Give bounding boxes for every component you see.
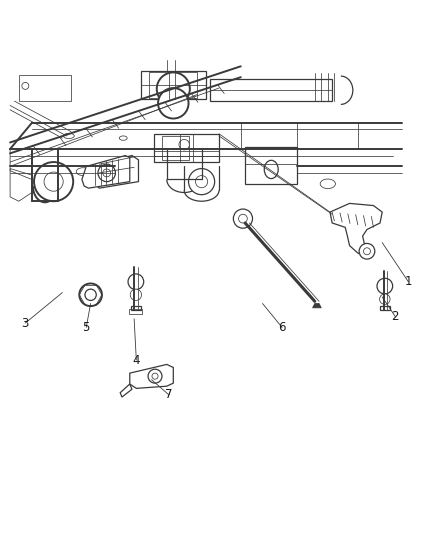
Circle shape [106, 163, 125, 182]
Polygon shape [95, 156, 138, 188]
Circle shape [34, 162, 73, 201]
Bar [162, 136, 188, 160]
Bar [154, 134, 219, 162]
Polygon shape [313, 303, 321, 308]
Circle shape [179, 140, 189, 150]
Polygon shape [330, 204, 382, 254]
Bar [131, 305, 141, 310]
Circle shape [195, 175, 208, 188]
Text: 7: 7 [165, 389, 173, 401]
Circle shape [157, 72, 190, 106]
Circle shape [364, 248, 371, 255]
Circle shape [152, 373, 158, 379]
Circle shape [22, 83, 29, 90]
Bar [149, 72, 197, 98]
Ellipse shape [64, 133, 74, 139]
Circle shape [380, 294, 390, 304]
Text: 5: 5 [83, 321, 90, 334]
Circle shape [112, 168, 120, 176]
Circle shape [44, 172, 63, 191]
Circle shape [130, 289, 141, 301]
Circle shape [37, 169, 53, 185]
Polygon shape [130, 365, 173, 389]
Bar [141, 71, 206, 99]
Bar [129, 309, 142, 314]
Ellipse shape [320, 179, 336, 189]
Circle shape [158, 88, 188, 118]
Text: 2: 2 [392, 310, 399, 323]
Circle shape [103, 169, 111, 177]
Circle shape [98, 164, 116, 182]
Bar [245, 147, 297, 184]
Text: 6: 6 [279, 321, 286, 334]
Circle shape [188, 168, 215, 195]
Ellipse shape [76, 168, 90, 175]
Circle shape [148, 369, 162, 383]
Circle shape [233, 209, 253, 228]
Bar [19, 75, 71, 101]
Polygon shape [82, 156, 130, 188]
Circle shape [42, 174, 48, 181]
Bar [210, 79, 332, 101]
Circle shape [377, 278, 392, 294]
Text: 4: 4 [133, 353, 140, 367]
Circle shape [239, 214, 247, 223]
Text: 3: 3 [21, 317, 29, 329]
Polygon shape [120, 384, 132, 397]
Text: 1: 1 [405, 275, 412, 288]
Circle shape [85, 289, 96, 301]
Ellipse shape [119, 136, 127, 140]
Circle shape [128, 274, 144, 289]
Bar [380, 306, 390, 310]
Circle shape [79, 284, 102, 306]
Ellipse shape [264, 160, 278, 179]
Circle shape [359, 244, 375, 259]
